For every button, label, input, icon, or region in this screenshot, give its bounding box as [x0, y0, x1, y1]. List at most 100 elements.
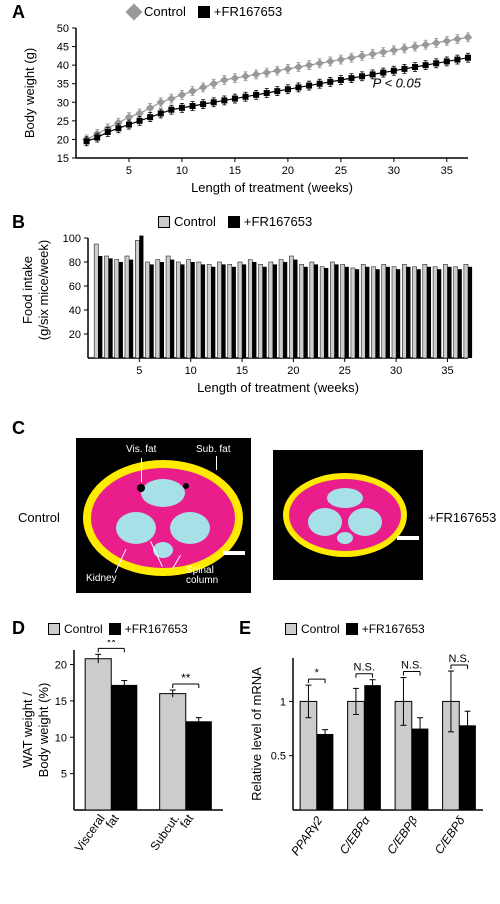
- svg-text:*: *: [315, 667, 320, 679]
- legend-label: Control: [301, 622, 340, 636]
- legend-control: Control: [285, 622, 340, 636]
- svg-text:Relative level of mRNA: Relative level of mRNA: [249, 667, 264, 801]
- panel-c-label: C: [12, 418, 25, 439]
- control-side-label: Control: [18, 510, 60, 525]
- svg-text:20: 20: [287, 365, 299, 377]
- svg-text:30: 30: [390, 365, 402, 377]
- svg-text:25: 25: [335, 165, 347, 177]
- svg-text:N.S.: N.S.: [354, 662, 375, 674]
- svg-text:25: 25: [339, 365, 351, 377]
- svg-text:0.5: 0.5: [271, 751, 286, 763]
- wat-weight-chart: 5101520**Visceralfat**Subcut.fatWAT weig…: [18, 640, 233, 892]
- svg-text:WAT weight /: WAT weight /: [20, 692, 35, 768]
- svg-text:Length of treatment (weeks): Length of treatment (weeks): [191, 180, 353, 195]
- svg-text:15: 15: [236, 365, 248, 377]
- svg-text:Length of treatment (weeks): Length of treatment (weeks): [197, 380, 359, 395]
- kidney-label: Kidney: [86, 573, 117, 584]
- scale-bar: [397, 536, 419, 540]
- svg-text:15: 15: [55, 696, 67, 708]
- svg-text:30: 30: [388, 165, 400, 177]
- panel-e: E Control +FR167653 0.51*PPARγ2N.S.C/EBP…: [245, 622, 490, 892]
- treated-side-label: +FR167653: [428, 510, 496, 525]
- svg-text:80: 80: [69, 257, 81, 269]
- panel-b-legend: Control +FR167653: [158, 214, 312, 229]
- svg-text:(g/six mice/week): (g/six mice/week): [36, 240, 51, 340]
- svg-text:35: 35: [57, 79, 69, 91]
- panel-d-legend: Control +FR167653: [48, 622, 188, 636]
- svg-text:Body weight (g): Body weight (g): [22, 48, 37, 138]
- svg-text:Subcut.: Subcut.: [147, 812, 182, 853]
- legend-treated: +FR167653: [228, 214, 312, 229]
- callout-line: [141, 458, 142, 482]
- legend-label: +FR167653: [362, 622, 425, 636]
- panel-b: B Control +FR167653 20406080100510152025…: [18, 214, 478, 394]
- svg-text:C/EBPα: C/EBPα: [337, 813, 374, 857]
- subfat-label: Sub. fat: [196, 444, 230, 455]
- svg-text:30: 30: [57, 97, 69, 109]
- svg-text:N.S.: N.S.: [401, 660, 422, 672]
- svg-text:20: 20: [55, 660, 67, 672]
- bodyweight-chart: 15 20 25 30 35 40 45 50 5 10 15 20 25 30 35 P < 0.05 Bod…: [18, 20, 478, 195]
- panel-c: C Control Vis. fat Sub. fat Kidney Spina…: [18, 420, 478, 600]
- svg-text:fat: fat: [103, 811, 123, 831]
- svg-text:PPARγ2: PPARγ2: [288, 813, 325, 858]
- legend-label: +FR167653: [125, 622, 188, 636]
- panel-e-legend: Control +FR167653: [285, 622, 425, 636]
- svg-text:N.S.: N.S.: [449, 653, 470, 665]
- ct-control: Vis. fat Sub. fat Kidney Spinalcolumn: [76, 438, 251, 593]
- visfat-label: Vis. fat: [126, 444, 156, 455]
- svg-text:**: **: [107, 640, 117, 649]
- svg-text:20: 20: [57, 134, 69, 146]
- svg-text:P < 0.05: P < 0.05: [373, 75, 422, 90]
- svg-text:Visceral: Visceral: [72, 812, 108, 855]
- panel-e-label: E: [239, 618, 251, 639]
- mrna-chart: 0.5 1 * PPARγ2 N.S. C/EBPα N.S. C/EBPβ N.S. C/EBP…: [245, 640, 490, 892]
- legend-treated: +FR167653: [346, 622, 425, 636]
- panel-d: D Control +FR167653 5101520**Visceralfat…: [18, 622, 233, 892]
- ct-treated: [273, 450, 423, 580]
- svg-text:10: 10: [185, 365, 197, 377]
- legend-label: Control: [64, 622, 103, 636]
- svg-text:5: 5: [136, 365, 142, 377]
- svg-text:**: **: [181, 671, 191, 685]
- svg-text:fat: fat: [177, 811, 197, 831]
- svg-text:50: 50: [57, 23, 69, 35]
- scale-bar: [223, 551, 245, 555]
- svg-text:20: 20: [282, 165, 294, 177]
- svg-text:10: 10: [55, 732, 67, 744]
- foodintake-chart: 20 40 60 80 100 5 10 15 20 25 30 35 Food intake(g/si…: [18, 230, 478, 395]
- svg-text:5: 5: [126, 165, 132, 177]
- svg-text:15: 15: [229, 165, 241, 177]
- legend-label: +FR167653: [214, 4, 282, 19]
- svg-text:15: 15: [57, 153, 69, 165]
- svg-text:60: 60: [69, 281, 81, 293]
- legend-control: Control: [158, 214, 216, 229]
- legend-label: Control: [174, 214, 216, 229]
- svg-text:Body weight (%): Body weight (%): [36, 683, 51, 778]
- svg-text:10: 10: [176, 165, 188, 177]
- svg-text:5: 5: [61, 769, 67, 781]
- svg-text:45: 45: [57, 42, 69, 54]
- panel-d-label: D: [12, 618, 25, 639]
- legend-label: +FR167653: [244, 214, 312, 229]
- legend-control: Control: [48, 622, 103, 636]
- svg-text:35: 35: [441, 165, 453, 177]
- svg-text:40: 40: [69, 305, 81, 317]
- svg-text:25: 25: [57, 116, 69, 128]
- legend-treated: +FR167653: [109, 622, 188, 636]
- svg-text:C/EBPδ: C/EBPδ: [432, 813, 468, 856]
- legend-label: Control: [144, 4, 186, 19]
- svg-text:40: 40: [57, 60, 69, 72]
- svg-text:1: 1: [280, 696, 286, 708]
- panel-a: A Control +FR167653 15202530354045505101…: [18, 4, 478, 194]
- legend-control: Control: [128, 4, 186, 19]
- svg-text:Food intake: Food intake: [20, 256, 35, 324]
- spinal-label: Spinalcolumn: [186, 566, 218, 586]
- svg-text:100: 100: [63, 233, 81, 245]
- panel-a-legend: Control +FR167653: [128, 4, 282, 19]
- callout-line: [216, 456, 217, 470]
- legend-treated: +FR167653: [198, 4, 282, 19]
- svg-text:C/EBPβ: C/EBPβ: [384, 814, 420, 857]
- svg-text:20: 20: [69, 329, 81, 341]
- svg-text:35: 35: [441, 365, 453, 377]
